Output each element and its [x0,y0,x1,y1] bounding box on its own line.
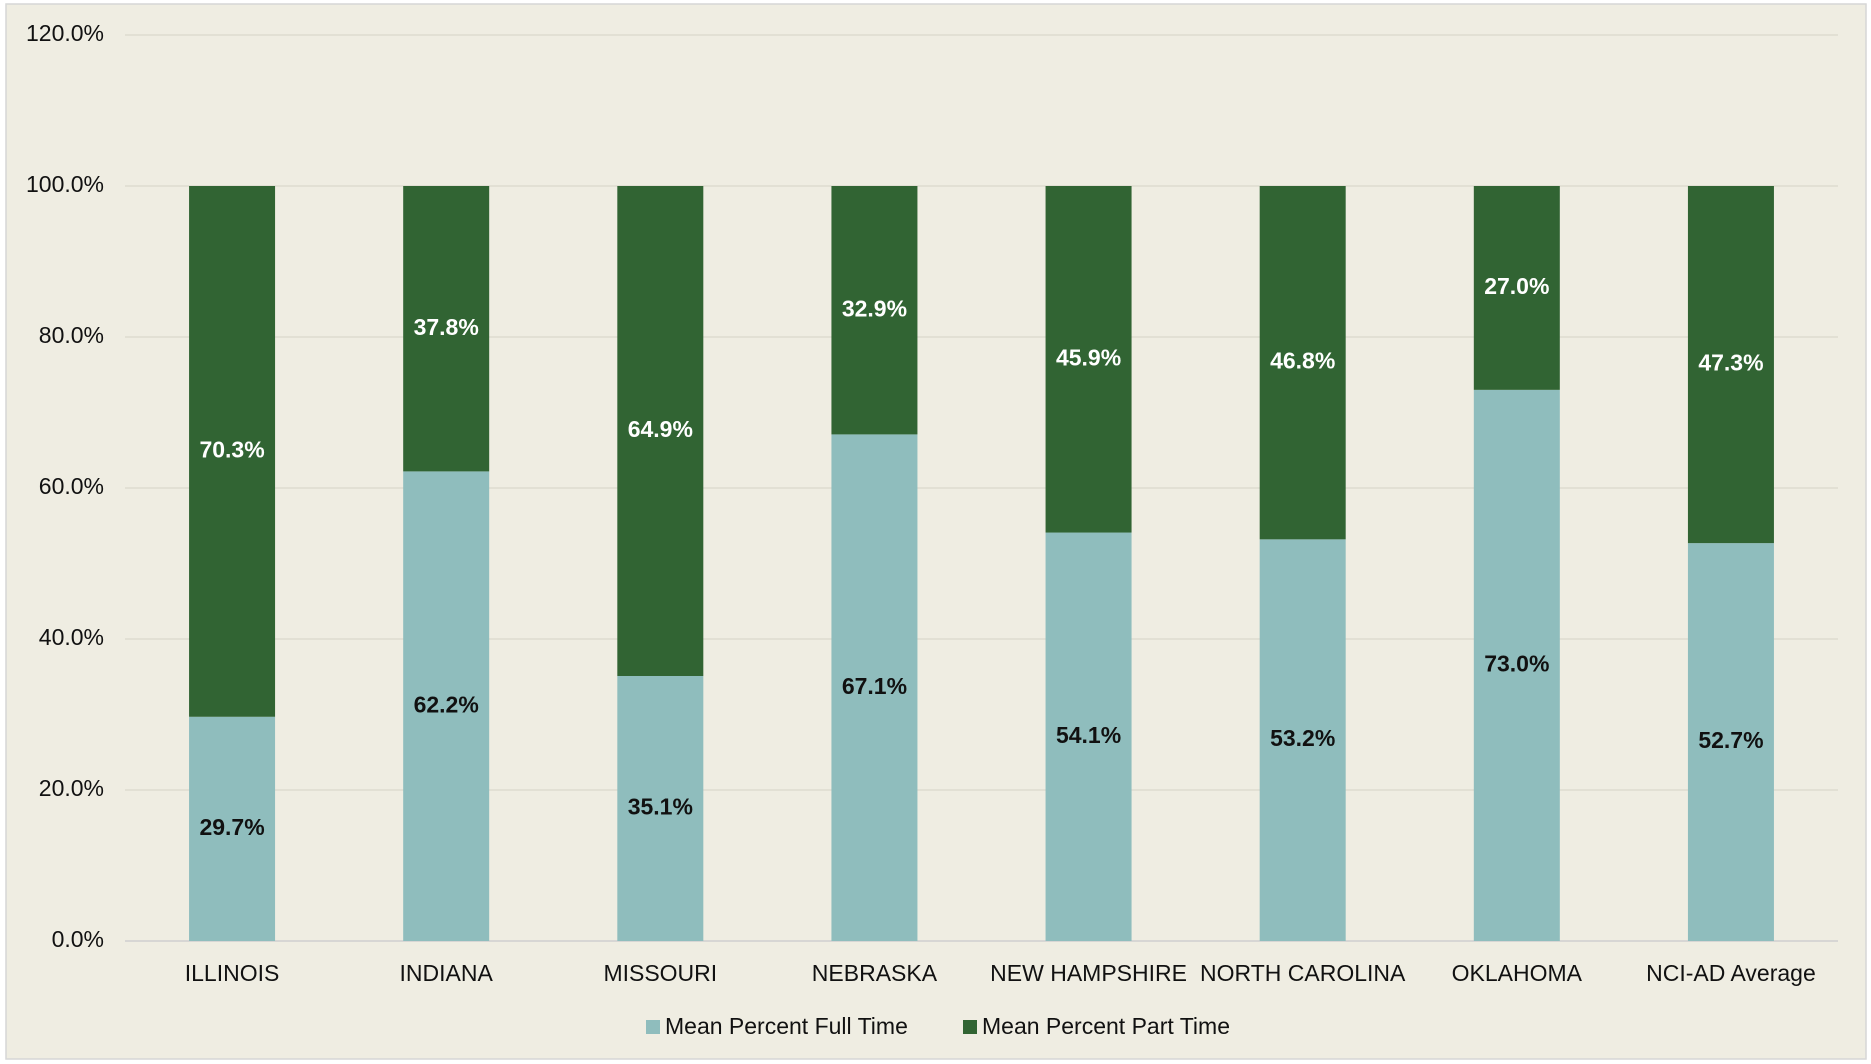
data-label: 29.7% [199,814,264,840]
data-label: 53.2% [1270,725,1335,751]
bar-segment [1045,532,1132,941]
bar-segment [1259,539,1346,941]
data-label: 70.3% [199,436,264,462]
x-tick-label: NCI-AD Average [1646,960,1816,986]
bar-segment [1473,186,1560,390]
y-tick-label: 20.0% [39,775,104,801]
data-label: 45.9% [1056,344,1121,370]
x-tick-label: NEBRASKA [812,960,938,986]
x-tick-label: OKLAHOMA [1452,960,1583,986]
x-tick-label: ILLINOIS [185,960,280,986]
legend-swatch [646,1020,660,1034]
y-tick-label: 120.0% [26,20,104,46]
bar-segment [403,471,490,941]
data-label: 32.9% [842,295,907,321]
data-label: 67.1% [842,673,907,699]
legend-label: Mean Percent Part Time [982,1013,1230,1039]
data-label: 64.9% [628,416,693,442]
bar-segment [1687,543,1774,941]
x-tick-label: NORTH CAROLINA [1200,960,1406,986]
data-label: 47.3% [1698,350,1763,376]
data-label: 37.8% [414,314,479,340]
legend-swatch [963,1020,977,1034]
data-label: 35.1% [628,794,693,820]
bar-segment [1473,389,1560,942]
x-tick-label: NEW HAMPSHIRE [990,960,1187,986]
bar-segment [1259,186,1346,540]
chart-background [5,3,1867,1060]
data-label: 52.7% [1698,727,1763,753]
bar-segment [831,186,918,435]
data-label: 73.0% [1484,651,1549,677]
y-tick-label: 60.0% [39,473,104,499]
y-tick-label: 100.0% [26,171,104,197]
data-label: 27.0% [1484,273,1549,299]
legend-label: Mean Percent Full Time [665,1013,908,1039]
data-label: 62.2% [414,691,479,717]
y-tick-label: 80.0% [39,322,104,348]
y-tick-label: 0.0% [52,926,104,952]
bar-segment [189,186,276,717]
bar-segment [831,434,918,941]
bar-segment [1045,186,1132,533]
y-tick-label: 40.0% [39,624,104,650]
bar-segment [189,716,276,941]
data-label: 46.8% [1270,348,1335,374]
bar-segment [403,186,490,472]
data-label: 54.1% [1056,722,1121,748]
x-tick-label: INDIANA [400,960,494,986]
x-tick-label: MISSOURI [603,960,717,986]
bar-segment [1687,186,1774,544]
bar-segment [617,186,704,676]
bar-segment [617,675,704,941]
